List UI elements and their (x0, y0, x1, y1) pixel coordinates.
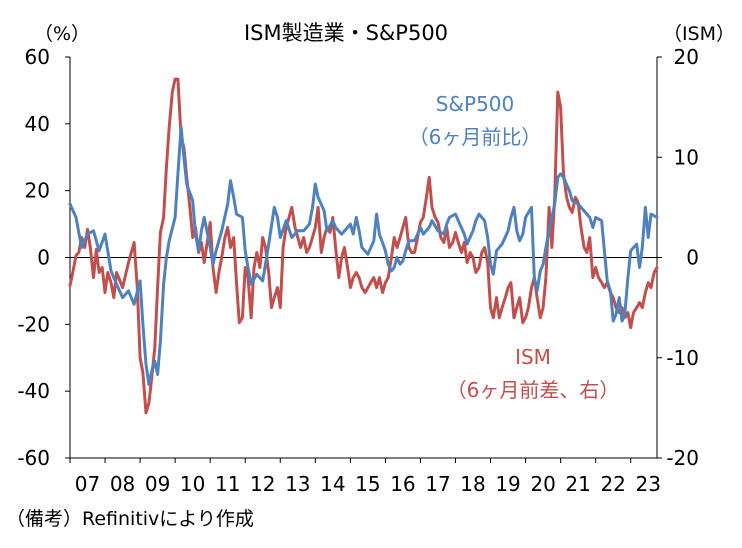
x-tick-label: 16 (390, 472, 415, 496)
left-tick-label: 60 (25, 45, 50, 69)
x-tick-label: 10 (180, 472, 205, 496)
x-tick-label: 15 (355, 472, 380, 496)
sp500-series-label-line1: S&P500 (436, 92, 515, 116)
x-tick-label: 19 (495, 472, 520, 496)
left-tick-label: -20 (17, 312, 50, 336)
x-tick-label: 23 (636, 472, 661, 496)
ism-series-label-line1: ISM (515, 345, 551, 369)
series-layer (68, 77, 659, 415)
sp500-series-label-line2: （6ヶ月前比） (409, 125, 542, 149)
right-tick-label: -10 (666, 346, 699, 370)
right-axis-unit: （ISM） (663, 23, 735, 45)
left-tick-label: 40 (25, 112, 50, 136)
x-tick-label: 17 (425, 472, 450, 496)
axes: 60 40 20 0 -20 -40 -60 20 10 0 -10 -20 07 08 09 10 11 12 1… (17, 45, 699, 496)
x-tick-label: 07 (75, 472, 100, 496)
ism-series-line (68, 77, 659, 415)
chart-title: ISM製造業・S&P500 (244, 21, 448, 45)
x-tick-label: 11 (215, 472, 240, 496)
right-tick-label: -20 (666, 446, 699, 470)
x-tick-label: 09 (145, 472, 170, 496)
left-tick-label: -60 (17, 446, 50, 470)
x-tick-label: 14 (320, 472, 345, 496)
ism-series-label-line2: （6ヶ月前差、右） (447, 378, 620, 402)
left-axis-unit: （%） (34, 23, 90, 45)
left-tick-label: 0 (37, 246, 50, 270)
left-tick-label: 20 (25, 179, 50, 203)
right-tick-label: 0 (686, 246, 699, 270)
x-tick-label: 13 (285, 472, 310, 496)
source-note: （備考）Refinitivにより作成 (6, 508, 254, 530)
x-tick-label: 21 (565, 472, 590, 496)
x-tick-label: 08 (110, 472, 135, 496)
sp500-series-line (68, 125, 659, 386)
x-tick-label: 20 (530, 472, 555, 496)
right-tick-label: 10 (674, 145, 699, 169)
x-tick-label: 12 (250, 472, 275, 496)
right-tick-label: 20 (674, 45, 699, 69)
left-tick-label: -40 (17, 379, 50, 403)
x-tick-label: 18 (460, 472, 485, 496)
x-tick-label: 22 (600, 472, 625, 496)
